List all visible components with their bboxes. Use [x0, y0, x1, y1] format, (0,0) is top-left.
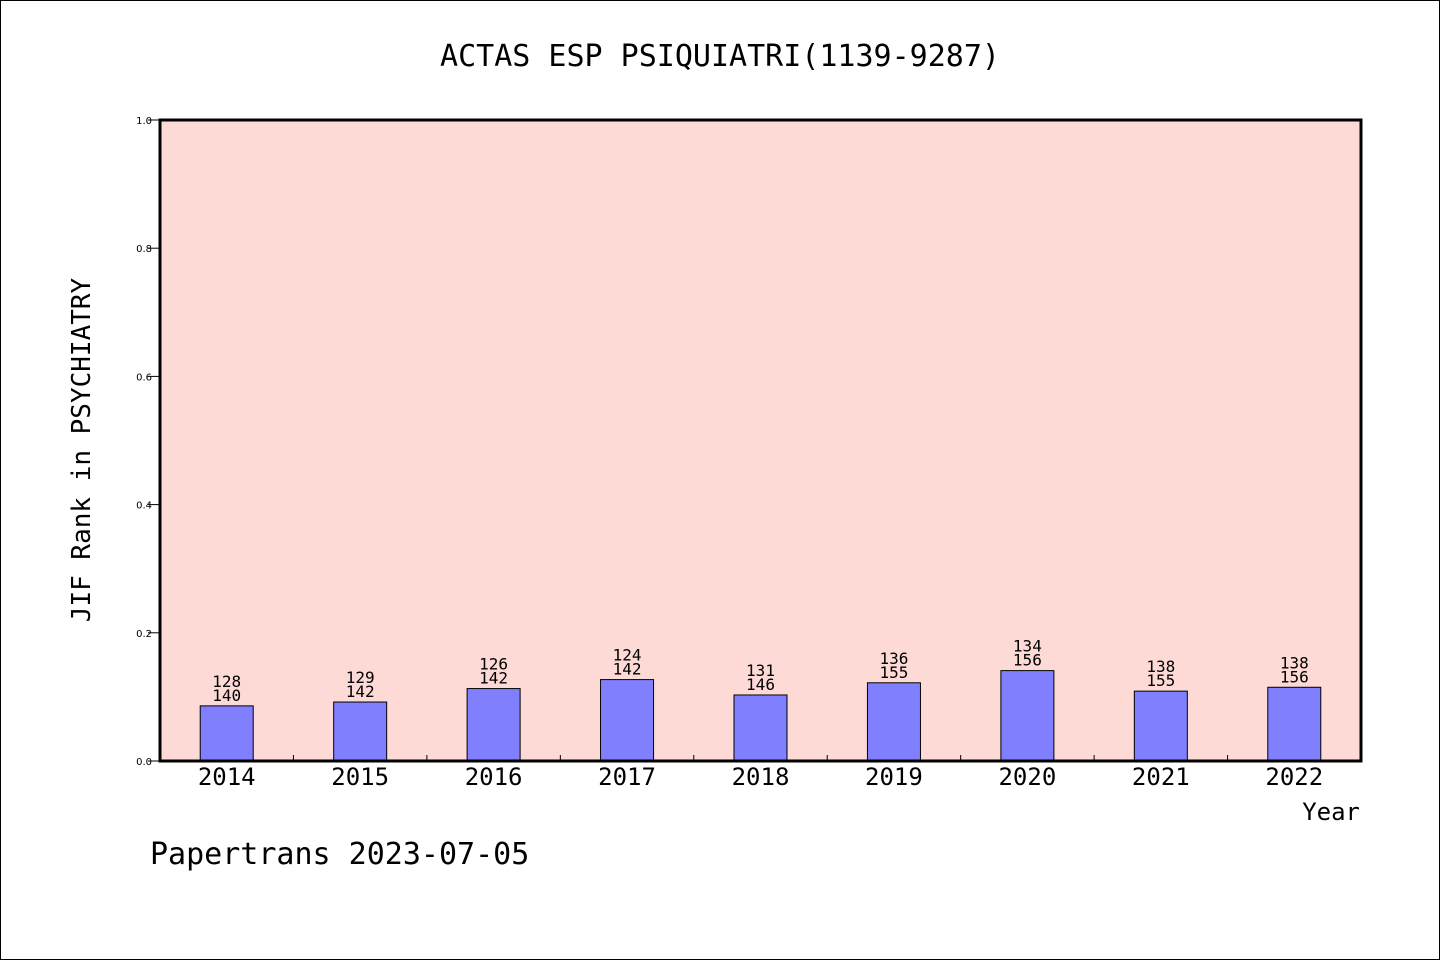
y-tick-label: 0.6 [136, 372, 152, 383]
total-label-2015: 142 [346, 682, 375, 701]
bar-2018 [733, 694, 788, 762]
footer-credit: Papertrans 2023-07-05 [150, 837, 529, 872]
rank-label-2018: 131 [746, 661, 775, 680]
x-tick-label-2020: 2020 [998, 763, 1056, 791]
total-label-2017: 142 [613, 660, 642, 679]
bar-2016 [466, 688, 521, 762]
x-tick-label-2016: 2016 [465, 763, 523, 791]
total-label-2020: 156 [1013, 651, 1042, 670]
total-label-2014: 140 [212, 686, 241, 705]
bar-2021 [1133, 690, 1188, 762]
bar-2015 [333, 701, 388, 762]
bar-2022 [1267, 686, 1322, 762]
x-tick-label-2017: 2017 [598, 763, 656, 791]
y-tick-label: 0.4 [136, 501, 152, 512]
x-tick-label-2019: 2019 [865, 763, 923, 791]
x-tick-label-2015: 2015 [331, 763, 389, 791]
rank-label-2017: 124 [613, 646, 642, 665]
total-label-2021: 155 [1146, 671, 1175, 690]
y-axis-label: JIF Rank in PSYCHIATRY [67, 277, 97, 622]
x-tick-label-2021: 2021 [1132, 763, 1190, 791]
plot-area [160, 120, 1361, 761]
x-tick-label-2018: 2018 [732, 763, 790, 791]
total-label-2019: 155 [879, 663, 908, 682]
plot-border [158, 118, 1363, 763]
rank-label-2022: 138 [1280, 653, 1309, 672]
total-label-2022: 156 [1280, 667, 1309, 686]
total-label-2018: 146 [746, 675, 775, 694]
x-tick-label-2014: 2014 [198, 763, 256, 791]
bars [199, 670, 1322, 762]
y-tick-label: 0.0 [136, 757, 152, 768]
total-label-2016: 142 [479, 669, 508, 688]
rank-label-2016: 126 [479, 655, 508, 674]
rank-label-2019: 136 [879, 649, 908, 668]
x-tick-label-2022: 2022 [1265, 763, 1323, 791]
bar-2014 [199, 705, 254, 762]
bar-2020 [1000, 670, 1055, 762]
rank-label-2015: 129 [346, 668, 375, 687]
rank-label-2021: 138 [1146, 657, 1175, 676]
y-tick-label: 1.0 [136, 116, 152, 127]
bar-2019 [866, 682, 921, 762]
data-labels: 1281402014129142201512614220161241422017… [198, 637, 1323, 791]
rank-label-2014: 128 [212, 672, 241, 691]
y-tick-label: 0.2 [136, 629, 152, 640]
y-tick-label: 0.8 [136, 244, 152, 255]
axis-ticks: 0.0 0.2 0.4 0.6 0.8 1.0 [136, 116, 1229, 768]
chart-title: ACTAS ESP PSIQUIATRI(1139-9287) [440, 39, 1000, 74]
bar-2017 [600, 679, 655, 762]
x-axis-label: Year [1302, 798, 1360, 826]
rank-label-2020: 134 [1013, 637, 1042, 656]
